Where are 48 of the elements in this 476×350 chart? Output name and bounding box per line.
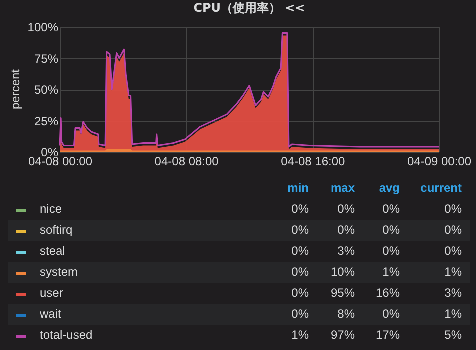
text: 0% [290,243,309,260]
text: 97% [330,328,355,342]
text: 0% [444,201,462,218]
text: 5% [444,327,462,344]
text: 0% [290,222,309,239]
text: 8% [338,307,355,321]
text: 16% [376,286,400,300]
text: 1% [290,327,309,344]
text: 1% [444,306,462,323]
text: 0% [382,223,400,237]
legend-label: wait [40,306,62,323]
text: 0% [290,201,309,218]
text: 0% [290,264,309,281]
y-tick-label: 75% [34,52,59,66]
text: 0% [382,202,400,216]
text: 17% [376,328,400,342]
text: 95% [330,286,355,300]
text: 0% [290,285,309,302]
x-tick-label: 04-08 16:00 [281,154,346,168]
text: max [330,181,355,195]
legend-label: softirq [40,222,73,239]
text: 3% [338,244,355,258]
legend-label: system [40,264,78,281]
legend-label: total-used [40,327,93,344]
text: 0% [444,222,462,239]
text: 1% [382,265,400,279]
text: 0% [338,223,355,237]
text: 0% [382,244,400,258]
text: 0% [290,306,309,323]
text: 0% [444,243,462,260]
text: min [286,180,309,197]
x-tick-label: 04-09 00:00 [407,154,472,168]
text: 0% [338,202,355,216]
text: 1% [444,264,462,281]
text: current [420,180,462,197]
legend-label: user [40,285,64,302]
chart-title: CPU（使用率） << [194,1,306,15]
legend-label: nice [40,201,62,218]
y-tick-label: 25% [34,114,59,128]
text: 10% [330,265,355,279]
y-tick-label: 50% [34,83,59,97]
y-tick-label: 100% [28,20,59,34]
y-axis-title: percent [8,68,22,110]
text: 0% [382,307,400,321]
x-tick-label: 04-08 08:00 [154,154,220,168]
text: avg [379,181,400,195]
legend-label: steal [40,243,66,260]
text: 3% [444,285,462,302]
